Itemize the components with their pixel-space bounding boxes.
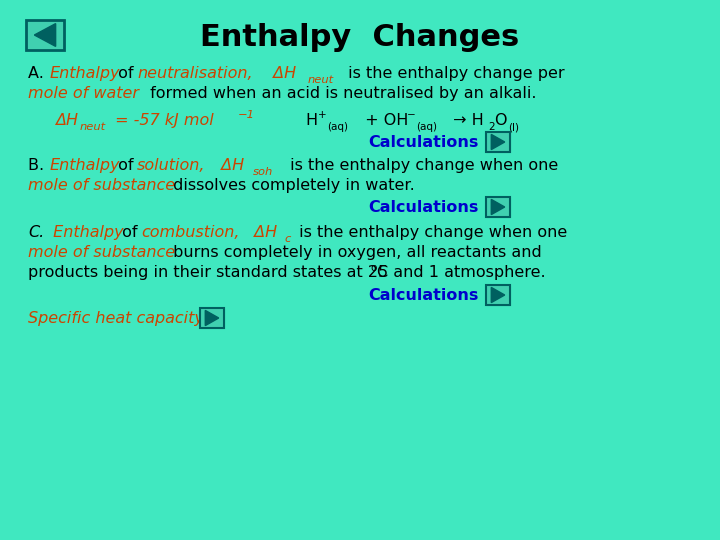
Text: neutralisation,: neutralisation,: [137, 66, 253, 81]
Text: c: c: [284, 234, 290, 244]
Text: is the enthalpy change per: is the enthalpy change per: [343, 66, 564, 81]
Text: −: −: [407, 110, 415, 120]
Text: formed when an acid is neutralised by an alkali.: formed when an acid is neutralised by an…: [145, 86, 536, 101]
Text: 2: 2: [488, 122, 495, 132]
Text: combustion,: combustion,: [141, 225, 240, 240]
Text: +: +: [318, 110, 327, 120]
Text: is the enthalpy change when one: is the enthalpy change when one: [285, 158, 558, 173]
Text: Enthalpy  Changes: Enthalpy Changes: [200, 23, 520, 51]
Text: (aq): (aq): [416, 122, 437, 132]
Text: Enthalpy: Enthalpy: [50, 66, 120, 81]
Polygon shape: [486, 132, 510, 152]
Text: Specific heat capacity: Specific heat capacity: [28, 311, 204, 326]
Text: of: of: [113, 158, 139, 173]
Text: Enthalpy: Enthalpy: [50, 158, 120, 173]
Polygon shape: [491, 199, 505, 214]
Text: burns completely in oxygen, all reactants and: burns completely in oxygen, all reactant…: [168, 245, 541, 260]
Text: o: o: [370, 263, 377, 273]
Text: Calculations: Calculations: [368, 200, 478, 215]
Text: H: H: [305, 113, 317, 128]
Text: (aq): (aq): [327, 122, 348, 132]
Text: soh: soh: [253, 167, 274, 177]
Text: = -57 kJ mol: = -57 kJ mol: [110, 113, 214, 128]
Text: A.: A.: [28, 66, 49, 81]
Text: → H: → H: [448, 113, 484, 128]
Text: mole of substance: mole of substance: [28, 178, 175, 193]
Text: ΔH: ΔH: [55, 113, 78, 128]
Text: Enthalpy: Enthalpy: [48, 225, 124, 240]
Polygon shape: [205, 310, 219, 326]
Text: of: of: [113, 66, 139, 81]
Text: solution,: solution,: [137, 158, 205, 173]
Text: C and 1 atmosphere.: C and 1 atmosphere.: [377, 265, 546, 280]
Text: (l): (l): [508, 122, 519, 132]
Text: Calculations: Calculations: [368, 135, 478, 150]
Text: ΔH: ΔH: [249, 225, 277, 240]
Text: neut: neut: [308, 75, 334, 85]
Text: mole of substance: mole of substance: [28, 245, 175, 260]
Text: C.: C.: [28, 225, 44, 240]
Text: is the enthalpy change when one: is the enthalpy change when one: [294, 225, 567, 240]
Text: of: of: [117, 225, 143, 240]
Text: products being in their standard states at 25: products being in their standard states …: [28, 265, 388, 280]
Text: dissolves completely in water.: dissolves completely in water.: [168, 178, 415, 193]
Polygon shape: [491, 134, 505, 150]
Polygon shape: [200, 308, 224, 328]
Text: Calculations: Calculations: [368, 288, 478, 303]
Text: −1: −1: [238, 110, 255, 120]
Text: + OH: + OH: [360, 113, 408, 128]
Polygon shape: [35, 24, 55, 46]
Text: mole of water: mole of water: [28, 86, 139, 101]
Text: neut: neut: [80, 122, 106, 132]
Polygon shape: [486, 285, 510, 305]
Text: B.: B.: [28, 158, 49, 173]
Text: ΔH: ΔH: [268, 66, 296, 81]
Polygon shape: [491, 287, 505, 302]
Polygon shape: [486, 197, 510, 217]
Text: O: O: [494, 113, 506, 128]
Polygon shape: [26, 20, 64, 50]
Text: ΔH: ΔH: [216, 158, 244, 173]
